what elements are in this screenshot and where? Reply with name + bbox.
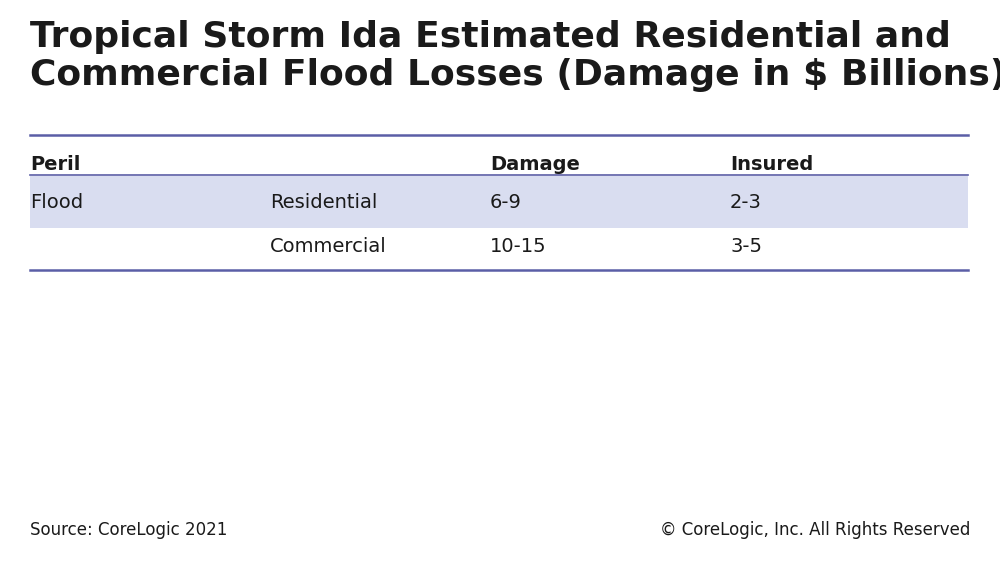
Text: 2-3: 2-3 bbox=[730, 193, 762, 212]
Text: Tropical Storm Ida Estimated Residential and: Tropical Storm Ida Estimated Residential… bbox=[30, 20, 951, 54]
Bar bbox=[30, 176, 968, 228]
Text: Insured: Insured bbox=[730, 155, 813, 174]
Text: Commercial: Commercial bbox=[270, 238, 387, 257]
Text: Commercial Flood Losses (Damage in $ Billions): Commercial Flood Losses (Damage in $ Bil… bbox=[30, 57, 1000, 92]
Text: © CoreLogic, Inc. All Rights Reserved: © CoreLogic, Inc. All Rights Reserved bbox=[660, 521, 970, 539]
Text: Peril: Peril bbox=[30, 155, 80, 174]
Text: 3-5: 3-5 bbox=[730, 238, 762, 257]
Text: 6-9: 6-9 bbox=[490, 193, 522, 212]
Text: 10-15: 10-15 bbox=[490, 238, 547, 257]
Text: Flood: Flood bbox=[30, 193, 83, 212]
Text: Source: CoreLogic 2021: Source: CoreLogic 2021 bbox=[30, 521, 227, 539]
Text: Residential: Residential bbox=[270, 193, 377, 212]
Text: Damage: Damage bbox=[490, 155, 580, 174]
